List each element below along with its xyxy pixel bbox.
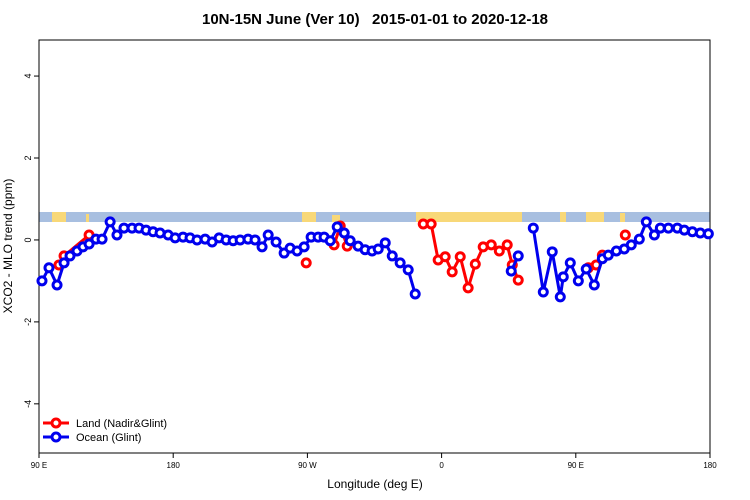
- data-point: [546, 246, 558, 258]
- data-point: [324, 235, 336, 247]
- legend-label: Ocean (Glint): [76, 432, 141, 444]
- x-axis-label: Longitude (deg E): [327, 477, 422, 491]
- data-point: [454, 251, 466, 263]
- x-tick-label: 0: [439, 461, 444, 470]
- data-point: [300, 257, 312, 269]
- data-point: [505, 265, 517, 277]
- data-point: [625, 239, 637, 251]
- data-point: [262, 229, 274, 241]
- data-point: [512, 250, 524, 262]
- land-patch: [586, 212, 604, 222]
- data-point: [394, 257, 406, 269]
- data-point: [662, 222, 674, 234]
- y-tick-label: 0: [23, 237, 33, 242]
- land-patch: [560, 212, 566, 222]
- data-point: [344, 235, 356, 247]
- data-point: [43, 262, 55, 274]
- series-line: [40, 218, 417, 295]
- legend-marker: [50, 417, 62, 429]
- data-point: [249, 234, 261, 246]
- data-point: [36, 275, 48, 287]
- data-point: [111, 229, 123, 241]
- data-point: [588, 279, 600, 291]
- data-point: [51, 279, 63, 291]
- legend-label: Land (Nadir&Glint): [76, 418, 167, 430]
- y-tick-label: -2: [23, 318, 33, 326]
- data-point: [557, 271, 569, 283]
- chart-title: 10N-15N June (Ver 10) 2015-01-01 to 2020…: [202, 11, 548, 28]
- data-point: [512, 274, 524, 286]
- data-point: [386, 250, 398, 262]
- data-point: [702, 228, 714, 240]
- data-point: [83, 238, 95, 250]
- data-point: [446, 266, 458, 278]
- data-point: [469, 258, 481, 270]
- x-tick-label: 90 E: [31, 461, 47, 470]
- data-point: [648, 229, 660, 241]
- data-point: [485, 239, 497, 251]
- data-point: [96, 233, 108, 245]
- x-tick-label: 180: [167, 461, 181, 470]
- data-point: [331, 221, 343, 233]
- y-tick-label: -4: [23, 400, 33, 408]
- data-point: [439, 251, 451, 263]
- data-point: [640, 216, 652, 228]
- land-patch: [620, 213, 625, 222]
- land-strip: [39, 212, 710, 222]
- y-axis-label: XCO2 - MLO trend (ppm): [1, 179, 15, 314]
- data-point: [338, 227, 350, 239]
- data-point: [580, 263, 592, 275]
- plot-box: [38, 39, 711, 454]
- data-point: [462, 282, 474, 294]
- data-point: [633, 233, 645, 245]
- y-tick-label: 2: [23, 155, 33, 160]
- land-patch: [302, 212, 316, 222]
- data-point: [537, 286, 549, 298]
- data-point: [527, 222, 539, 234]
- land-patch: [52, 212, 66, 222]
- data-point: [379, 237, 391, 249]
- data-point: [270, 236, 282, 248]
- x-tick-label: 90 W: [298, 461, 317, 470]
- data-point: [554, 291, 566, 303]
- data-point: [602, 249, 614, 261]
- data-point: [425, 218, 437, 230]
- data-point: [256, 241, 268, 253]
- data-point: [619, 229, 631, 241]
- x-tick-label: 90 E: [568, 461, 584, 470]
- data-point: [501, 239, 513, 251]
- data-point: [298, 241, 310, 253]
- land-patch: [416, 212, 522, 222]
- ocean-band: [39, 212, 710, 222]
- data-point: [493, 245, 505, 257]
- legend-marker: [50, 431, 62, 443]
- data-point: [572, 275, 584, 287]
- data-point: [58, 257, 70, 269]
- land-patch: [332, 215, 340, 222]
- data-point: [64, 250, 76, 262]
- data-point: [564, 257, 576, 269]
- data-point: [104, 216, 116, 228]
- y-tick-label: 4: [23, 74, 33, 79]
- data-point: [402, 264, 414, 276]
- data-point: [409, 288, 421, 300]
- data-point: [372, 243, 384, 255]
- land-patch: [86, 214, 89, 222]
- x-tick-label: 180: [703, 461, 717, 470]
